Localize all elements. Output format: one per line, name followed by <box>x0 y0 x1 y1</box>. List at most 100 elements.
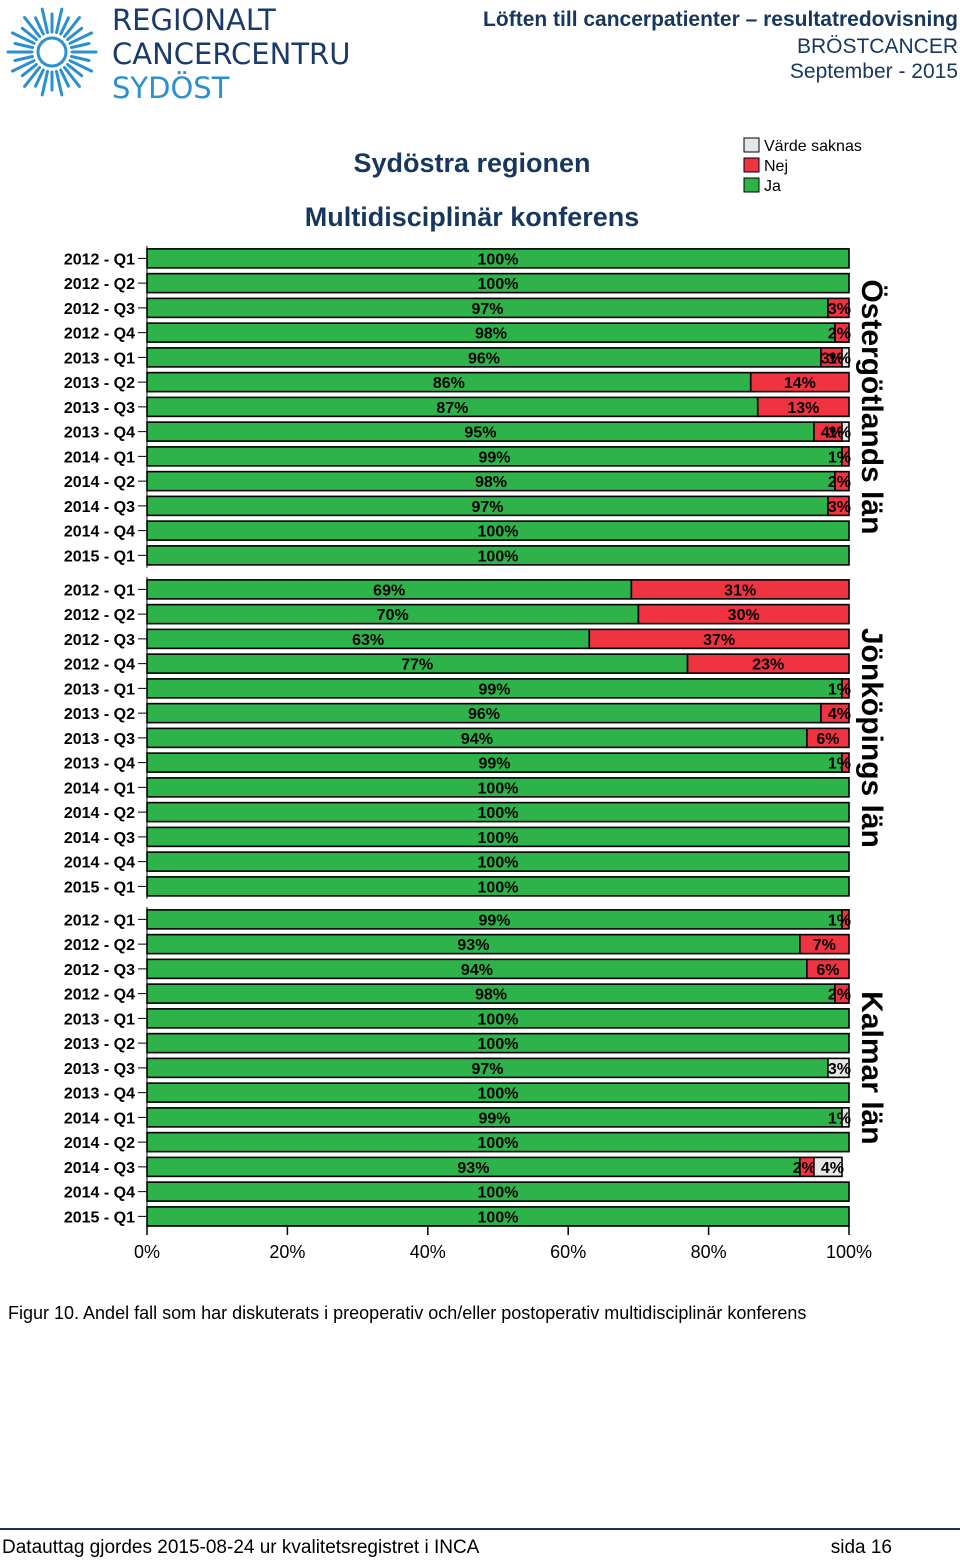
bar-nej-label: 3% <box>821 350 844 367</box>
category-label: 2012 - Q3 <box>64 301 135 318</box>
category-label: 2014 - Q2 <box>64 805 135 822</box>
panel-label: Kalmar län <box>855 991 888 1144</box>
x-tick-label: 20% <box>269 1242 305 1262</box>
legend-label: Värde saknas <box>764 138 862 155</box>
bar-nej-label: 30% <box>728 607 760 624</box>
category-label: 2012 - Q3 <box>64 632 135 649</box>
category-label: 2012 - Q2 <box>64 607 135 624</box>
rcc-logo: REGIONALT CANCERCENTRUM SYDÖST <box>6 3 350 105</box>
category-label: 2012 - Q1 <box>64 251 135 268</box>
bar-nej <box>799 933 850 955</box>
category-label: 2013 - Q3 <box>64 731 135 748</box>
category-label: 2015 - Q1 <box>64 1209 135 1226</box>
bar-nej <box>630 579 850 600</box>
bar-nej <box>841 446 850 467</box>
legend-label: Ja <box>764 178 781 195</box>
footer-page: sida 16 <box>830 1537 892 1558</box>
bar-ja-label: 100% <box>478 805 519 822</box>
footer-divider <box>0 1528 960 1530</box>
bar-ja-label: 100% <box>478 855 519 872</box>
bar-ja-label: 99% <box>478 681 510 698</box>
category-label: 2013 - Q1 <box>64 1011 135 1028</box>
bar-nej-label: 7% <box>813 937 836 954</box>
x-tick-label: 100% <box>826 1242 872 1262</box>
bar-nej-label: 4% <box>828 706 851 723</box>
bar-nej <box>834 470 850 492</box>
bar-ja-label: 100% <box>478 276 519 293</box>
bar-nej-label: 1% <box>828 681 851 698</box>
category-label: 2014 - Q2 <box>64 1135 135 1152</box>
bar-nej <box>806 958 850 980</box>
category-label: 2012 - Q1 <box>64 582 135 599</box>
panel-label: Jönköpings län <box>855 628 888 848</box>
category-label: 2013 - Q4 <box>64 756 135 773</box>
bar-ja-label: 86% <box>433 375 465 392</box>
category-label: 2013 - Q2 <box>64 1036 135 1053</box>
bar-ja-label: 100% <box>478 879 519 896</box>
bar-ja-label: 100% <box>478 548 519 565</box>
bar-nej <box>834 983 850 1004</box>
category-label: 2012 - Q3 <box>64 962 135 979</box>
category-label: 2015 - Q1 <box>64 879 135 896</box>
bar-ja-label: 100% <box>478 1086 519 1103</box>
bar-saknas <box>841 421 850 442</box>
chart-title: Sydöstra regionen <box>353 148 590 178</box>
footer-source: Datauttag gjordes 2015-08-24 ur kvalitet… <box>2 1537 480 1558</box>
bar-nej-label: 23% <box>752 657 784 674</box>
bar-ja-label: 100% <box>478 1011 519 1028</box>
category-label: 2013 - Q1 <box>64 681 135 698</box>
bar-saknas <box>841 347 850 368</box>
bar-nej-label: 37% <box>703 632 735 649</box>
category-label: 2014 - Q3 <box>64 1160 135 1177</box>
bar-ja-label: 98% <box>475 474 507 491</box>
category-label: 2014 - Q1 <box>64 1110 135 1127</box>
bar-ja-label: 99% <box>478 912 510 929</box>
stacked-bar-chart: Sydöstra regionen Multidisciplinär konfer… <box>64 137 888 1262</box>
category-label: 2013 - Q4 <box>64 425 135 442</box>
bar-saknas-label: 1% <box>828 1110 851 1127</box>
report-date: September - 2015 <box>789 60 958 83</box>
bar-ja-label: 99% <box>478 1110 510 1127</box>
report-title: Löften till cancerpatienter – resultatre… <box>483 8 958 31</box>
bar-ja-label: 63% <box>352 632 384 649</box>
category-label: 2013 - Q2 <box>64 706 135 723</box>
x-tick-label: 60% <box>550 1242 586 1262</box>
bar-nej-label: 4% <box>821 425 844 442</box>
category-label: 2014 - Q2 <box>64 474 135 491</box>
bar-nej-label: 1% <box>828 449 851 466</box>
bar-ja-label: 99% <box>478 756 510 773</box>
bar-ja-label: 93% <box>457 937 489 954</box>
bar-ja-label: 95% <box>464 425 496 442</box>
category-label: 2014 - Q4 <box>64 1185 135 1202</box>
bar-ja-label: 96% <box>468 350 500 367</box>
bar-ja-label: 94% <box>461 731 493 748</box>
bar-nej-label: 2% <box>828 326 851 343</box>
bar-nej <box>841 678 850 699</box>
category-label: 2014 - Q4 <box>64 524 135 541</box>
bar-nej <box>827 297 850 319</box>
legend-swatch <box>743 157 760 173</box>
category-label: 2014 - Q1 <box>64 780 135 797</box>
x-tick-label: 80% <box>691 1242 727 1262</box>
category-label: 2012 - Q4 <box>64 326 135 343</box>
category-label: 2013 - Q3 <box>64 1061 135 1078</box>
x-tick-label: 0% <box>134 1242 160 1262</box>
bar-nej <box>588 628 850 650</box>
bar-nej-label: 1% <box>828 756 851 773</box>
bar-saknas-label: 3% <box>828 1061 851 1078</box>
bar-ja-label: 100% <box>478 1036 519 1053</box>
bar-nej <box>637 603 850 625</box>
panel-label: Östergötlands län <box>855 279 888 534</box>
bar-nej <box>841 752 850 773</box>
category-label: 2014 - Q3 <box>64 830 135 847</box>
category-label: 2012 - Q2 <box>64 276 135 293</box>
figure-caption: Figur 10. Andel fall som har diskuterats… <box>8 1303 807 1323</box>
bar-ja-label: 94% <box>461 962 493 979</box>
bar-ja-label: 87% <box>436 400 468 417</box>
category-label: 2012 - Q1 <box>64 912 135 929</box>
legend-label: Nej <box>764 158 788 175</box>
category-label: 2013 - Q1 <box>64 350 135 367</box>
logo-line3: SYDÖST <box>112 71 230 105</box>
bar-nej-label: 3% <box>828 301 851 318</box>
category-label: 2012 - Q4 <box>64 657 135 674</box>
